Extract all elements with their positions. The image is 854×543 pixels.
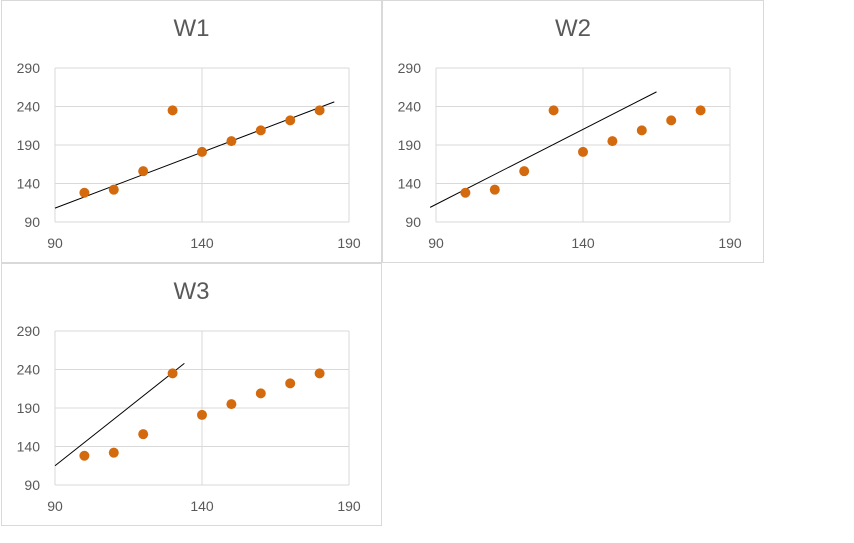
data-point [197, 409, 207, 420]
chart-title: W1 [173, 15, 210, 42]
data-point [314, 105, 325, 116]
chart-panel-w3: W3 90 140 190 90 140 190 240 290 [1, 263, 382, 526]
trend-line [429, 91, 657, 208]
data-point [255, 125, 266, 136]
data-point [314, 368, 325, 379]
data-point [197, 146, 207, 157]
chart-plot: 90 140 190 90 140 190 240 290 [17, 323, 361, 514]
data-point [255, 388, 266, 399]
data-point [108, 447, 119, 458]
data-point [79, 187, 90, 198]
x-tick-label: 90 [47, 498, 63, 514]
x-tick-label: 140 [571, 235, 595, 251]
y-tick-label: 240 [17, 362, 41, 378]
data-point [79, 450, 90, 461]
data-point [226, 136, 237, 147]
data-point [666, 115, 677, 126]
x-tick-label: 140 [190, 235, 214, 251]
y-tick-label: 190 [398, 137, 422, 153]
y-tick-label: 140 [398, 176, 422, 192]
data-point [636, 125, 647, 136]
y-tick-label: 240 [398, 99, 422, 115]
chart-title: W2 [555, 15, 591, 42]
x-tick-label: 190 [337, 498, 361, 514]
data-point [285, 115, 296, 126]
data-point [548, 105, 559, 116]
y-tick-label: 240 [17, 99, 41, 115]
data-point [138, 166, 149, 177]
y-tick-label: 90 [24, 214, 40, 230]
chart-panel-w1: W1 90 140 190 90 140 190 240 290 [1, 0, 382, 263]
chart-panel-w2: W2 90 140 190 90 140 190 240 290 [382, 0, 764, 263]
y-tick-label: 290 [17, 60, 41, 76]
y-tick-label: 190 [17, 137, 41, 153]
data-point [167, 105, 178, 116]
y-tick-label: 90 [405, 214, 421, 230]
data-point [108, 184, 119, 195]
data-point [578, 146, 588, 157]
x-tick-label: 190 [337, 235, 361, 251]
data-point [138, 429, 149, 440]
y-tick-label: 90 [24, 477, 40, 493]
y-tick-label: 290 [398, 60, 422, 76]
x-tick-label: 190 [718, 235, 742, 251]
y-tick-label: 140 [17, 176, 41, 192]
chart-title: W3 [173, 278, 210, 305]
data-point [607, 136, 618, 147]
data-point [460, 187, 471, 198]
data-point [519, 166, 530, 177]
x-tick-label: 90 [47, 235, 63, 251]
y-tick-label: 290 [17, 323, 41, 339]
x-tick-label: 140 [190, 498, 214, 514]
y-tick-label: 190 [17, 400, 41, 416]
chart-plot: 90 140 190 90 140 190 240 290 [17, 60, 361, 251]
data-point [489, 184, 500, 195]
x-tick-label: 90 [428, 235, 444, 251]
chart-plot: 90 140 190 90 140 190 240 290 [398, 60, 742, 251]
y-tick-label: 140 [17, 439, 41, 455]
data-point [226, 399, 237, 410]
data-point [167, 368, 178, 379]
trend-line [54, 362, 185, 467]
data-point [695, 105, 706, 116]
data-point [285, 378, 296, 389]
